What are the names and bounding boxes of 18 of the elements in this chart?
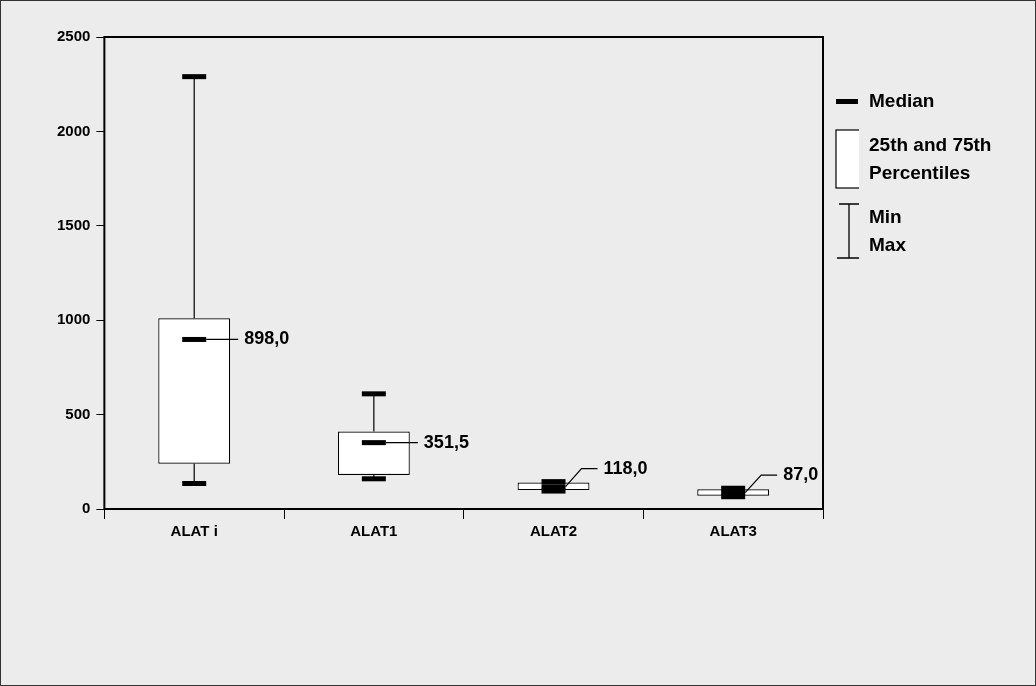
y-tick-label: 1000 <box>56 310 91 328</box>
y-tick-label: 1500 <box>56 215 91 233</box>
text: 351,5 <box>423 431 469 452</box>
x-tick-label: ALAT1 <box>350 522 398 540</box>
y-tick-label: 500 <box>65 404 91 422</box>
text: 898,0 <box>244 328 290 349</box>
text: Max <box>869 234 906 255</box>
x-tick-label: ALAT2 <box>529 522 578 540</box>
text: Median <box>869 89 935 113</box>
y-tick-label: 2500 <box>56 27 91 45</box>
x-tick-label: ALAT3 <box>709 522 757 540</box>
text: 87,0 <box>783 464 819 485</box>
y-tick-label: 0 <box>82 499 91 517</box>
text: Min <box>869 206 902 227</box>
x-tick-label: ALAT i <box>170 522 218 540</box>
y-tick-label: 2000 <box>56 121 91 139</box>
text: 25th and 75th Percentiles <box>869 133 993 185</box>
text: 118,0 <box>603 457 648 478</box>
